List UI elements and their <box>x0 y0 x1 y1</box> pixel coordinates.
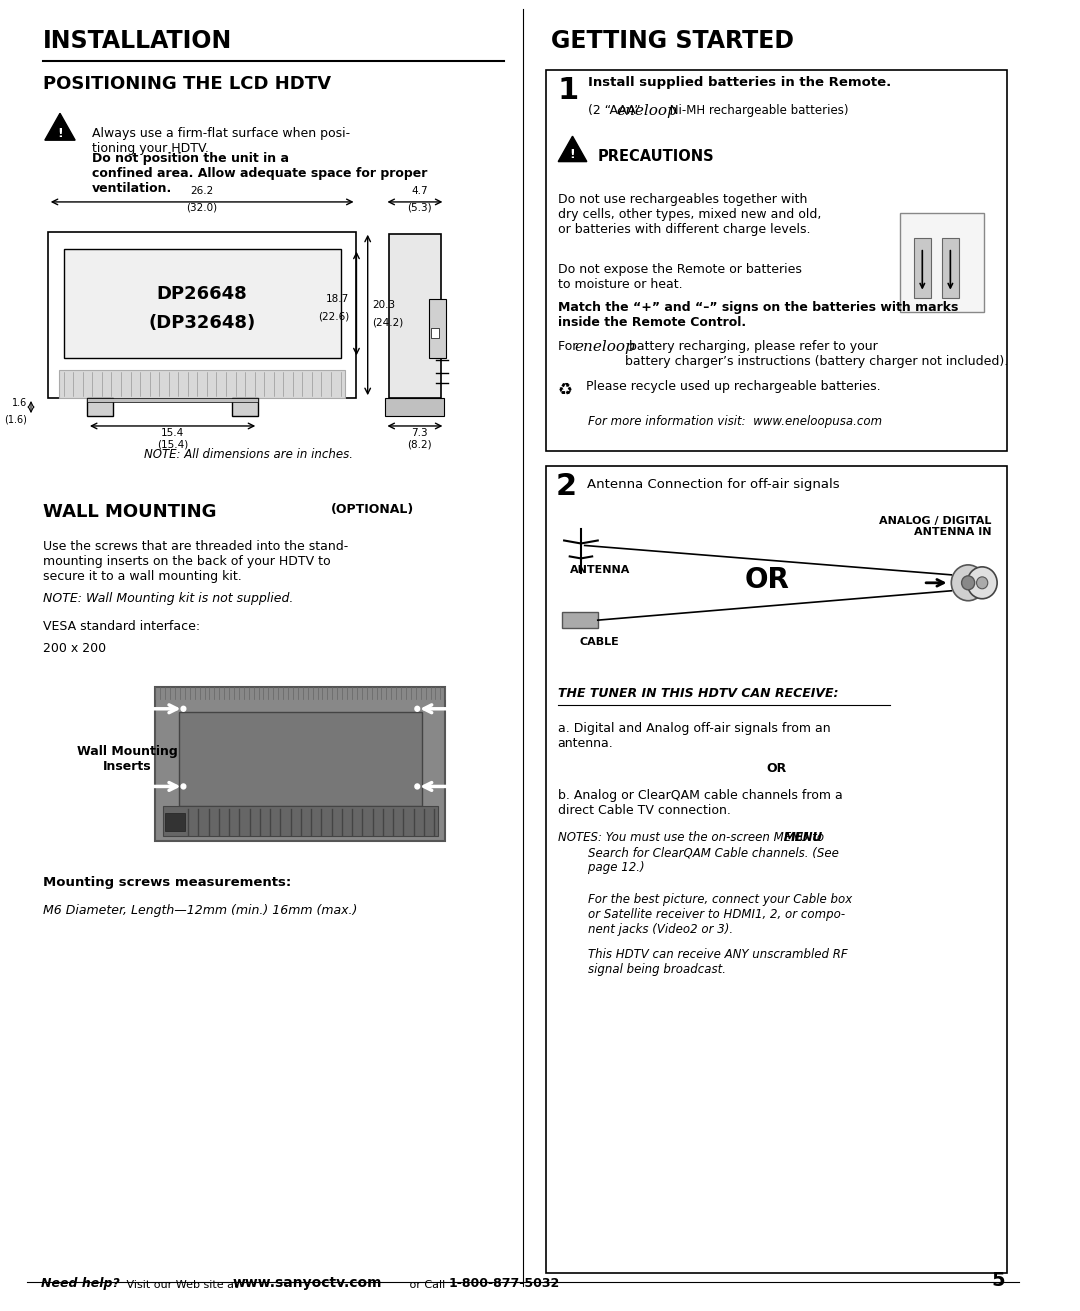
Bar <box>179 712 422 806</box>
Bar <box>942 237 959 298</box>
Bar <box>59 370 346 399</box>
Text: (22.6): (22.6) <box>318 312 349 321</box>
Text: eneloop: eneloop <box>617 105 677 118</box>
Text: 26.2: 26.2 <box>190 186 214 195</box>
Bar <box>386 399 444 416</box>
Text: 1.6: 1.6 <box>12 399 27 408</box>
Text: 2: 2 <box>556 472 577 501</box>
Text: Always use a firm-flat surface when posi-
tioning your HDTV.: Always use a firm-flat surface when posi… <box>92 127 350 155</box>
Text: (15.4): (15.4) <box>157 440 188 450</box>
Text: 5: 5 <box>991 1272 1004 1290</box>
Text: M6 Diameter, Length—12mm (min.) 16mm (max.): M6 Diameter, Length—12mm (min.) 16mm (ma… <box>43 905 357 916</box>
Text: 20.3: 20.3 <box>373 300 395 309</box>
Bar <box>87 399 113 416</box>
Text: 200 x 200: 200 x 200 <box>43 642 106 656</box>
Text: Ni-MH rechargeable batteries): Ni-MH rechargeable batteries) <box>666 105 849 118</box>
Text: Mounting screws measurements:: Mounting screws measurements: <box>43 876 292 889</box>
Text: Need help?: Need help? <box>41 1277 120 1290</box>
Text: eneloop: eneloop <box>575 341 635 354</box>
Text: 15.4: 15.4 <box>161 427 185 438</box>
Circle shape <box>181 784 186 789</box>
Text: !: ! <box>57 127 63 139</box>
Circle shape <box>961 576 974 590</box>
Text: 4.7: 4.7 <box>411 186 428 195</box>
Bar <box>64 249 340 358</box>
Text: (1.6): (1.6) <box>4 414 27 423</box>
Text: POSITIONING THE LCD HDTV: POSITIONING THE LCD HDTV <box>43 76 332 93</box>
Text: 18.7: 18.7 <box>326 294 349 304</box>
Text: ANALOG / DIGITAL
ANTENNA IN: ANALOG / DIGITAL ANTENNA IN <box>879 515 991 538</box>
Text: THE TUNER IN THIS HDTV CAN RECEIVE:: THE TUNER IN THIS HDTV CAN RECEIVE: <box>557 687 838 700</box>
Bar <box>546 71 1008 451</box>
Text: Use the screws that are threaded into the stand-
mounting inserts on the back of: Use the screws that are threaded into th… <box>43 540 349 583</box>
Text: Antenna Connection for off-air signals: Antenna Connection for off-air signals <box>586 477 839 490</box>
Text: 1-800-877-5032: 1-800-877-5032 <box>448 1277 559 1290</box>
Polygon shape <box>45 113 76 140</box>
Bar <box>900 212 984 312</box>
Bar <box>914 237 931 298</box>
Text: !: ! <box>569 148 576 161</box>
Bar <box>563 612 597 628</box>
Text: Install supplied batteries in the Remote.: Install supplied batteries in the Remote… <box>589 76 892 89</box>
Circle shape <box>415 707 420 712</box>
Text: DP26648: DP26648 <box>157 284 247 303</box>
Circle shape <box>415 784 420 789</box>
Bar <box>87 399 258 402</box>
Text: PRECAUTIONS: PRECAUTIONS <box>597 149 714 164</box>
Text: (8.2): (8.2) <box>407 440 432 450</box>
Text: CABLE: CABLE <box>580 637 620 648</box>
Text: Match the “+” and “–” signs on the batteries with marks
inside the Remote Contro: Match the “+” and “–” signs on the batte… <box>557 300 958 329</box>
Text: OR: OR <box>767 762 787 775</box>
Text: or Call: or Call <box>406 1281 449 1290</box>
Text: Do not use rechargeables together with
dry cells, other types, mixed new and old: Do not use rechargeables together with d… <box>557 193 821 236</box>
Text: (OPTIONAL): (OPTIONAL) <box>332 502 415 515</box>
Bar <box>389 233 441 399</box>
Text: (24.2): (24.2) <box>373 317 404 328</box>
Text: 1: 1 <box>557 76 579 105</box>
Text: INSTALLATION: INSTALLATION <box>43 29 232 52</box>
Text: battery recharging, please refer to your
battery charger’s instructions (battery: battery recharging, please refer to your… <box>625 341 1008 368</box>
Text: Visit our Web site at: Visit our Web site at <box>123 1281 242 1290</box>
Text: (2 “AAA”: (2 “AAA” <box>589 105 645 118</box>
Bar <box>430 299 446 358</box>
Text: (5.3): (5.3) <box>407 203 432 212</box>
Text: (32.0): (32.0) <box>187 203 218 212</box>
Text: OR: OR <box>745 566 789 594</box>
Text: ANTENNA: ANTENNA <box>569 565 630 576</box>
Text: NOTE: All dimensions are in inches.: NOTE: All dimensions are in inches. <box>145 448 353 461</box>
Text: 7.3: 7.3 <box>411 427 428 438</box>
Text: (DP32648): (DP32648) <box>149 315 256 333</box>
Bar <box>163 806 437 836</box>
Text: This HDTV can receive ANY unscrambled RF
        signal being broadcast.: This HDTV can receive ANY unscrambled RF… <box>557 948 847 975</box>
Bar <box>232 399 258 416</box>
Text: MENU: MENU <box>784 831 823 844</box>
Bar <box>431 328 438 338</box>
Bar <box>546 465 1008 1273</box>
Circle shape <box>968 566 997 599</box>
Text: NOTES: You must use the on-screen MENU to
        Search for ClearQAM Cable chan: NOTES: You must use the on-screen MENU t… <box>557 831 838 874</box>
Circle shape <box>951 565 985 600</box>
Bar <box>165 813 186 831</box>
Bar <box>48 232 356 399</box>
Polygon shape <box>558 136 586 161</box>
Text: www.sanyoctv.com: www.sanyoctv.com <box>233 1277 382 1290</box>
Text: Wall Mounting
Inserts: Wall Mounting Inserts <box>77 745 178 773</box>
Text: NOTE: Wall Mounting kit is not supplied.: NOTE: Wall Mounting kit is not supplied. <box>43 593 294 606</box>
Text: ♻: ♻ <box>557 380 572 399</box>
Text: VESA standard interface:: VESA standard interface: <box>43 620 200 633</box>
Text: Please recycle used up rechargeable batteries.: Please recycle used up rechargeable batt… <box>585 380 880 393</box>
Text: Do not expose the Remote or batteries
to moisture or heat.: Do not expose the Remote or batteries to… <box>557 262 801 291</box>
Text: For more information visit:  www.eneloopusa.com: For more information visit: www.eneloopu… <box>589 416 882 427</box>
Circle shape <box>976 577 988 589</box>
Text: Do not position the unit in a
confined area. Allow adequate space for proper
ven: Do not position the unit in a confined a… <box>92 152 428 195</box>
Text: GETTING STARTED: GETTING STARTED <box>551 29 794 52</box>
Text: For the best picture, connect your Cable box
        or Satellite receiver to HD: For the best picture, connect your Cable… <box>557 893 852 936</box>
Text: WALL MOUNTING: WALL MOUNTING <box>43 502 217 520</box>
Text: b. Analog or ClearQAM cable channels from a
direct Cable TV connection.: b. Analog or ClearQAM cable channels fro… <box>557 789 842 818</box>
Text: a. Digital and Analog off-air signals from an
antenna.: a. Digital and Analog off-air signals fr… <box>557 722 831 750</box>
Text: For: For <box>557 341 581 354</box>
Bar <box>156 687 445 842</box>
Circle shape <box>181 707 186 712</box>
